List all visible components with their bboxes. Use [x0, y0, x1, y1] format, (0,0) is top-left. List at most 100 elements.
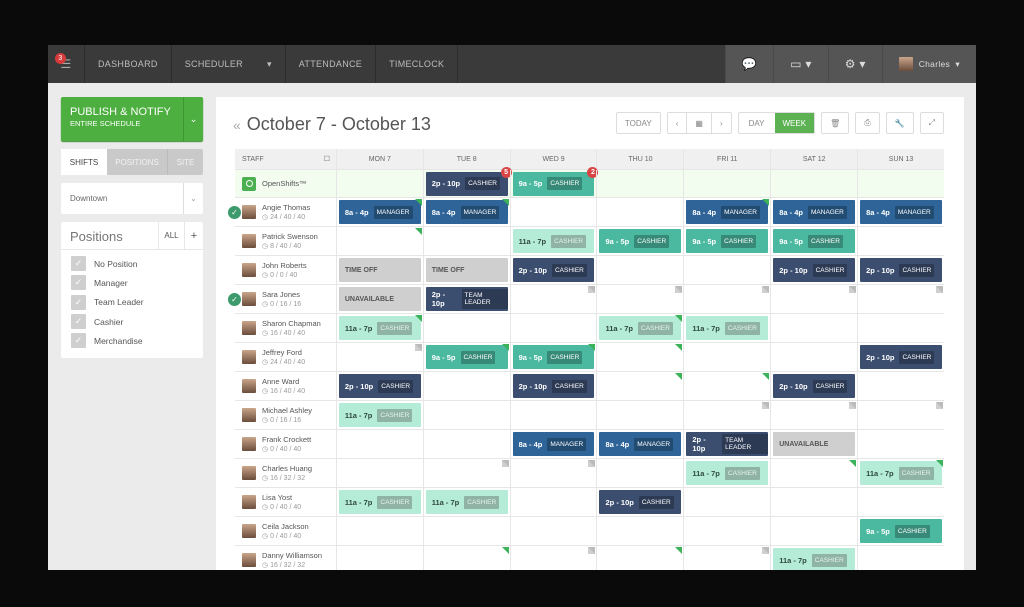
schedule-cell[interactable]: 11a - 7p CASHIER [509, 227, 597, 255]
schedule-cell[interactable] [596, 256, 683, 284]
inbox-icon[interactable]: ▭ ▾ [773, 45, 828, 83]
schedule-cell[interactable] [857, 546, 944, 570]
status-block[interactable]: TIME OFF [338, 258, 421, 282]
schedule-cell[interactable] [683, 256, 770, 284]
shift-block[interactable]: 2p - 10p CASHIER [773, 374, 856, 398]
schedule-cell[interactable] [683, 517, 770, 545]
position-item[interactable]: ✓ Team Leader [61, 293, 203, 312]
schedule-cell[interactable]: 2p - 10p CASHIER [770, 372, 857, 400]
schedule-cell[interactable]: 11a - 7p CASHIER [335, 488, 423, 516]
schedule-cell[interactable]: 2p - 10p CASHIER [857, 343, 944, 371]
schedule-cell[interactable]: 9a - 5p CASHIER [509, 343, 597, 371]
shift-block[interactable]: 9a - 5p CASHIER [425, 345, 508, 369]
shift-block[interactable]: 9a - 5p CASHIER [686, 229, 769, 253]
tab-site[interactable]: SITE [167, 149, 203, 175]
schedule-cell[interactable] [509, 546, 597, 570]
nav-dashboard[interactable]: DASHBOARD [85, 45, 172, 83]
schedule-cell[interactable] [335, 343, 423, 371]
shift-block[interactable]: 11a - 7p CASHIER [512, 229, 595, 253]
checkbox-icon[interactable]: ✓ [71, 294, 86, 310]
schedule-cell[interactable] [509, 488, 597, 516]
schedule-cell[interactable] [335, 546, 423, 570]
schedule-cell[interactable] [422, 227, 510, 255]
shift-block[interactable]: 2p - 10p CASHIER [599, 490, 682, 514]
schedule-cell[interactable] [509, 285, 597, 313]
position-item[interactable]: ✓ No Position [61, 254, 203, 273]
staff-info[interactable]: Patrick Swenson ◷ 8 / 40 / 40 [235, 227, 336, 255]
shift-block[interactable]: 8a - 4p MANAGER [425, 200, 508, 224]
staff-info[interactable]: Anne Ward ◷ 16 / 40 / 40 [235, 372, 336, 400]
shift-block[interactable]: 2p - 10p CASHIER [773, 258, 856, 282]
schedule-cell[interactable] [422, 546, 510, 570]
schedule-cell[interactable] [596, 198, 683, 226]
schedule-cell[interactable] [335, 459, 423, 487]
schedule-cell[interactable] [857, 314, 944, 342]
schedule-cell[interactable] [770, 170, 857, 197]
schedule-cell[interactable] [422, 430, 510, 458]
schedule-cell[interactable] [857, 401, 944, 429]
schedule-cell[interactable]: 9a - 5p CASHIER 2 [509, 166, 599, 197]
schedule-cell[interactable] [770, 314, 857, 342]
shift-block[interactable]: 8a - 4p MANAGER [686, 200, 769, 224]
shift-block[interactable]: 2p - 10p CASHIER [860, 345, 942, 369]
schedule-cell[interactable] [683, 401, 770, 429]
schedule-cell[interactable]: UNAVAILABLE [770, 430, 857, 458]
tab-positions[interactable]: POSITIONS [115, 157, 159, 167]
shift-block[interactable]: 9a - 5p CASHIER [599, 229, 682, 253]
shift-block[interactable]: 11a - 7p CASHIER [338, 403, 421, 427]
day-button[interactable]: DAY [748, 118, 765, 128]
shift-block[interactable]: 9a - 5p CASHIER 2 [512, 166, 599, 196]
schedule-cell[interactable] [857, 170, 944, 197]
add-position-button[interactable]: + [184, 222, 203, 249]
shift-block[interactable]: 11a - 7p CASHIER [599, 316, 682, 340]
schedule-cell[interactable] [509, 459, 597, 487]
schedule-cell[interactable]: 2p - 10p CASHIER [857, 256, 944, 284]
print-icon[interactable]: ⎙ [864, 118, 871, 127]
select-all-button[interactable]: ALL [158, 222, 184, 249]
checkbox-icon[interactable]: ✓ [71, 314, 86, 330]
schedule-cell[interactable] [596, 343, 683, 371]
staff-info[interactable]: Sharon Chapman ◷ 16 / 40 / 40 [235, 314, 336, 342]
schedule-cell[interactable] [335, 517, 423, 545]
publish-button[interactable]: PUBLISH & NOTIFY ENTIRE SCHEDULE ⌄ [61, 97, 203, 141]
schedule-cell[interactable] [422, 314, 510, 342]
schedule-cell[interactable]: TIME OFF [335, 256, 423, 284]
schedule-cell[interactable] [857, 430, 944, 458]
schedule-cell[interactable] [596, 546, 683, 570]
schedule-cell[interactable] [422, 459, 510, 487]
schedule-cell[interactable]: 2p - 10p CASHIER [509, 372, 597, 400]
shift-block[interactable]: 2p - 10p CASHIER [512, 374, 595, 398]
schedule-cell[interactable]: 2p - 10p TEAM LEADER [422, 285, 510, 313]
schedule-cell[interactable]: 2p - 10p CASHIER 5 [422, 166, 512, 197]
schedule-cell[interactable]: 11a - 7p CASHIER [857, 459, 944, 487]
shift-block[interactable]: 8a - 4p MANAGER [599, 432, 682, 456]
schedule-cell[interactable] [857, 372, 944, 400]
schedule-cell[interactable] [770, 285, 857, 313]
shift-block[interactable]: 8a - 4p MANAGER [860, 200, 942, 224]
schedule-cell[interactable]: 11a - 7p CASHIER [596, 314, 683, 342]
schedule-cell[interactable] [683, 546, 770, 570]
schedule-cell[interactable] [335, 430, 423, 458]
schedule-cell[interactable]: 11a - 7p CASHIER [335, 314, 423, 342]
schedule-cell[interactable]: 8a - 4p MANAGER [335, 198, 423, 226]
schedule-cell[interactable]: 2p - 10p CASHIER [335, 372, 423, 400]
staff-info[interactable]: ✓ Angie Thomas ◷ 24 / 40 / 40 [228, 198, 336, 226]
expand-icon[interactable]: ⤢ [928, 118, 935, 127]
schedule-cell[interactable] [509, 198, 597, 226]
shift-block[interactable]: 11a - 7p CASHIER [338, 490, 421, 514]
location-select[interactable]: Downtown ⌄ [61, 183, 203, 214]
chat-icon[interactable]: 💬 [724, 45, 773, 83]
schedule-cell[interactable] [509, 401, 597, 429]
checkbox-icon[interactable]: ✓ [71, 333, 86, 349]
schedule-cell[interactable] [683, 488, 770, 516]
schedule-cell[interactable]: 2p - 10p TEAM LEADER [683, 430, 770, 458]
schedule-cell[interactable] [770, 459, 857, 487]
staff-info[interactable]: Charles Huang ◷ 16 / 32 / 32 [235, 459, 336, 487]
staff-info[interactable]: Frank Crockett ◷ 0 / 40 / 40 [235, 430, 336, 458]
nav-timeclock[interactable]: TIMECLOCK [376, 45, 459, 83]
today-button[interactable]: TODAY [624, 118, 652, 128]
schedule-cell[interactable] [596, 401, 683, 429]
schedule-cell[interactable]: 9a - 5p CASHIER [683, 227, 770, 255]
schedule-cell[interactable] [596, 517, 683, 545]
nav-scheduler[interactable]: SCHEDULER ▾ [172, 45, 286, 83]
